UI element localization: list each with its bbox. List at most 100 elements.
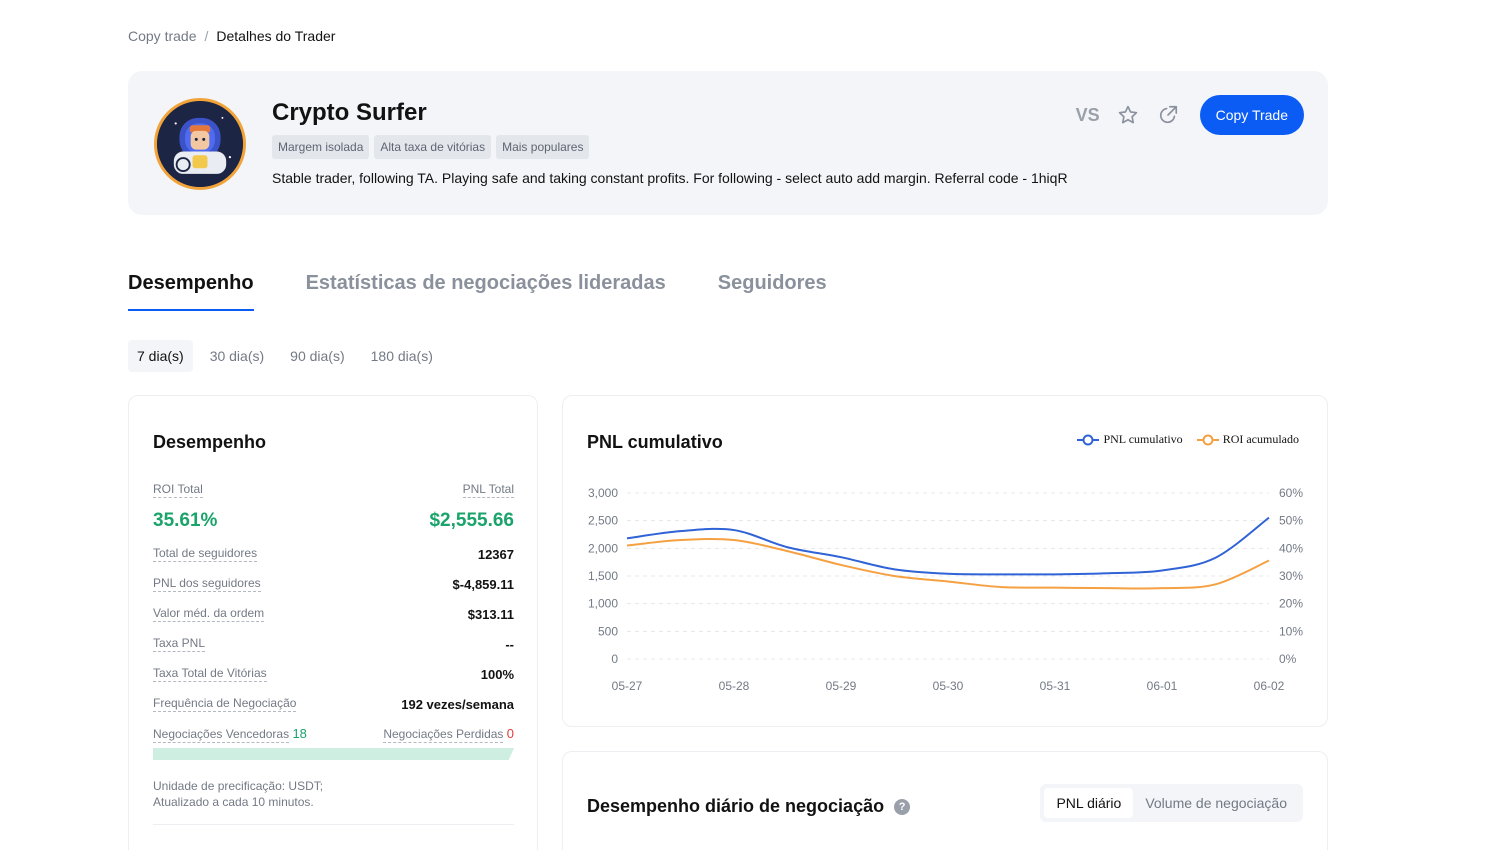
compare-vs-button[interactable]: VS <box>1075 104 1100 125</box>
x-tick-label: 06-01 <box>1147 679 1178 693</box>
x-tick-label: 05-29 <box>826 679 857 693</box>
wins-value: 18 <box>292 726 307 741</box>
wins-group: Negociações Vencedoras 18 <box>153 726 307 743</box>
x-tick-label: 05-30 <box>933 679 964 693</box>
stat-label: Frequência de Negociação <box>153 696 297 712</box>
star-icon[interactable] <box>1116 103 1140 127</box>
trader-header-card: Crypto Surfer Margem isolada Alta taxa d… <box>128 71 1328 215</box>
astronaut-avatar-icon <box>157 101 243 187</box>
tag-isolated-margin: Margem isolada <box>272 135 370 159</box>
stat-row-pnl-rate: Taxa PNL -- <box>153 636 514 652</box>
stat-label: PNL dos seguidores <box>153 576 261 592</box>
help-icon[interactable]: ? <box>894 798 911 815</box>
stat-value: 192 vezes/semana <box>401 696 514 712</box>
update-frequency-note: Atualizado a cada 10 minutos. <box>153 795 314 809</box>
stat-value: -- <box>505 636 514 652</box>
y-right-tick-label: 30% <box>1279 569 1303 583</box>
y-left-tick-label: 1,000 <box>588 597 618 611</box>
toggle-daily-pnl[interactable]: PNL diário <box>1044 788 1134 818</box>
pnl-series-line <box>626 516 1270 576</box>
performance-card: Desempenho ROI Total PNL Total 35.61% $2… <box>128 395 538 850</box>
roi-series-line <box>626 537 1270 590</box>
breadcrumb-separator: / <box>204 28 209 44</box>
y-right-tick-label: 40% <box>1279 541 1303 555</box>
trader-bio: Stable trader, following TA. Playing saf… <box>272 170 1068 186</box>
roi-total-label: ROI Total <box>153 482 203 498</box>
tag-most-popular: Mais populares <box>496 135 590 159</box>
roi-total-value: 35.61% <box>153 510 218 531</box>
performance-title: Desempenho <box>153 432 267 452</box>
win-loss-row: Negociações Vencedoras 18 Negociações Pe… <box>153 726 514 743</box>
pnl-chart-title: PNL cumulativo <box>587 432 723 452</box>
pnl-total-label: PNL Total <box>462 482 514 498</box>
y-right-tick-label: 10% <box>1279 624 1303 638</box>
share-icon[interactable] <box>1156 103 1180 127</box>
tab-lead-trade-stats[interactable]: Estatísticas de negociações lideradas <box>305 272 666 294</box>
breadcrumb-current: Detalhes do Trader <box>216 28 336 44</box>
breadcrumb: Copy trade / Detalhes do Trader <box>128 28 335 44</box>
wins-label: Negociações Vencedoras <box>153 727 290 743</box>
avatar <box>154 98 246 190</box>
header-actions: VS Copy Trade <box>1076 95 1304 135</box>
period-selector: 7 dia(s) 30 dia(s) 90 dia(s) 180 dia(s) <box>128 340 442 372</box>
toggle-trade-volume[interactable]: Volume de negociação <box>1145 795 1287 811</box>
trader-name: Crypto Surfer <box>272 99 427 126</box>
legend-line-marker-icon <box>1196 434 1219 445</box>
stat-label: Valor méd. da ordem <box>153 606 265 622</box>
losses-group: Negociações Perdidas 0 <box>383 726 514 743</box>
y-left-tick-label: 1,500 <box>588 569 618 583</box>
stat-row-frequency: Frequência de Negociação 192 vezes/seman… <box>153 696 514 712</box>
daily-performance-card: Desempenho diário de negociação ? PNL di… <box>562 751 1328 850</box>
roi-pnl-values-row: 35.61% $2,555.66 <box>153 510 514 532</box>
divider <box>153 824 514 825</box>
stat-value: 12367 <box>477 546 514 562</box>
losses-value: 0 <box>506 726 514 741</box>
stat-value: $-4,859.11 <box>452 576 514 592</box>
y-left-tick-label: 0 <box>611 652 618 666</box>
stat-row-followers: Total de seguidores 12367 <box>153 546 514 562</box>
legend-line-marker-icon <box>1077 434 1100 445</box>
x-tick-label: 05-31 <box>1040 679 1071 693</box>
legend-label: PNL cumulativo <box>1103 432 1183 446</box>
y-left-tick-label: 500 <box>598 624 618 638</box>
y-left-tick-label: 2,000 <box>588 541 618 555</box>
win-ratio-bar <box>153 748 514 760</box>
copy-trade-button[interactable]: Copy Trade <box>1199 95 1304 135</box>
trader-tags: Margem isolada Alta taxa de vitórias Mai… <box>272 135 590 159</box>
breadcrumb-copy-trade-link[interactable]: Copy trade <box>128 28 197 44</box>
y-left-tick-label: 2,500 <box>588 514 618 528</box>
daily-performance-title: Desempenho diário de negociação ? <box>587 796 911 817</box>
daily-title-text: Desempenho diário de negociação <box>587 796 885 816</box>
daily-view-toggle: PNL diário Volume de negociação <box>1040 784 1303 822</box>
pnl-total-value: $2,555.66 <box>429 510 514 531</box>
pricing-unit-note: Unidade de precificação: USDT; <box>153 779 324 793</box>
stat-row-followers-pnl: PNL dos seguidores $-4,859.11 <box>153 576 514 592</box>
legend-item-roi[interactable]: ROI acumulado <box>1196 432 1299 447</box>
y-right-tick-label: 0% <box>1279 652 1297 666</box>
tab-followers[interactable]: Seguidores <box>717 272 827 294</box>
stat-row-avg-order: Valor méd. da ordem $313.11 <box>153 606 514 622</box>
chart-legend: PNL cumulativo ROI acumulado <box>1077 432 1299 447</box>
pricing-note: Unidade de precificação: USDT; Atualizad… <box>153 778 323 810</box>
period-90d[interactable]: 90 dia(s) <box>290 348 345 364</box>
stat-value: 100% <box>480 666 514 682</box>
y-right-tick-label: 50% <box>1279 514 1303 528</box>
stat-row-win-rate: Taxa Total de Vitórias 100% <box>153 666 514 682</box>
x-tick-label: 05-28 <box>719 679 750 693</box>
pnl-chart-card: 3,000 60% 2,500 50% 2,000 40% 1,500 30% 1,000 20%… <box>562 395 1328 727</box>
period-180d[interactable]: 180 dia(s) <box>370 348 433 364</box>
stat-value: $313.11 <box>467 606 514 622</box>
stat-label: Total de seguidores <box>153 546 258 562</box>
y-right-tick-label: 20% <box>1279 597 1303 611</box>
legend-item-pnl[interactable]: PNL cumulativo <box>1077 432 1183 447</box>
y-right-tick-label: 60% <box>1279 486 1303 500</box>
period-30d[interactable]: 30 dia(s) <box>209 348 265 364</box>
y-left-tick-label: 3,000 <box>588 486 618 500</box>
stat-label: Taxa PNL <box>153 636 206 652</box>
losses-label: Negociações Perdidas <box>383 727 504 743</box>
main-tabs: Desempenho Estatísticas de negociações l… <box>128 272 827 311</box>
period-7d[interactable]: 7 dia(s) <box>128 340 193 372</box>
tab-performance[interactable]: Desempenho <box>128 272 254 311</box>
roi-pnl-labels-row: ROI Total PNL Total <box>153 482 514 498</box>
tag-high-win-rate: Alta taxa de vitórias <box>374 135 492 159</box>
